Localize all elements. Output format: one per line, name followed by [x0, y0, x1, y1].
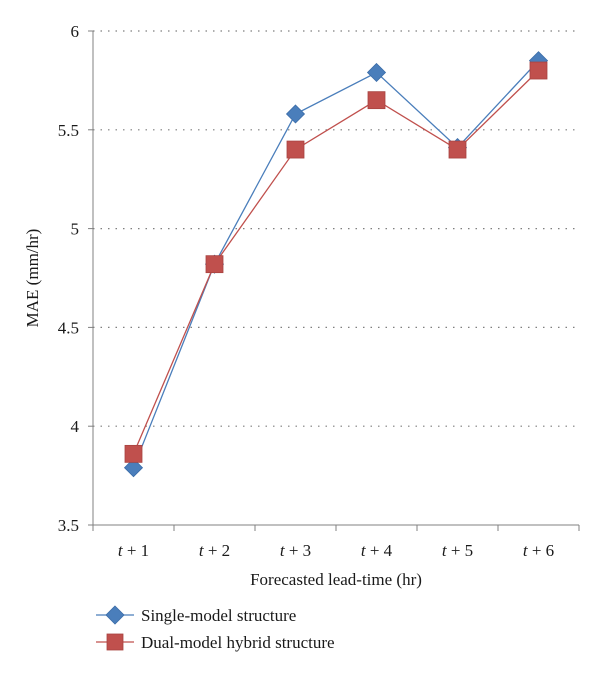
- data-point-diamond: [285, 104, 306, 124]
- data-point-square: [286, 140, 305, 159]
- square-marker-icon: [106, 633, 124, 651]
- series-dual-model: [124, 61, 548, 463]
- legend-item-single: Single-model structure: [96, 605, 296, 625]
- data-point-square: [205, 255, 224, 274]
- data-point-square: [124, 444, 143, 463]
- data-point-diamond: [123, 458, 144, 478]
- diamond-marker-icon: [105, 605, 125, 625]
- series: [123, 51, 549, 478]
- y-tick-label: 4: [71, 417, 80, 436]
- series-line: [132, 60, 539, 468]
- x-axis-label: Forecasted lead-time (hr): [250, 570, 422, 589]
- y-tick-labels: 3.5 4 4.5 5 5.5 6: [58, 22, 80, 535]
- series-single-model: [123, 51, 549, 478]
- y-tick-label: 5: [71, 220, 80, 239]
- legend-item-dual: Dual-model hybrid structure: [96, 633, 335, 652]
- x-tick-label: t + 4: [361, 541, 393, 560]
- legend-label-single: Single-model structure: [141, 606, 296, 625]
- legend-label-dual: Dual-model hybrid structure: [141, 633, 335, 652]
- x-tick-label: t + 2: [199, 541, 230, 560]
- data-point-square: [529, 61, 548, 80]
- data-point-square: [448, 140, 467, 159]
- gridlines: [93, 30, 579, 427]
- data-point-square: [367, 91, 386, 110]
- y-tick-label: 5.5: [58, 121, 79, 140]
- y-tick-label: 3.5: [58, 516, 79, 535]
- series-line: [132, 70, 539, 455]
- axes: [88, 30, 580, 531]
- x-tick-labels: t + 1 t + 2 t + 3 t + 4 t + 5 t + 6: [118, 541, 554, 560]
- x-tick-label: t + 5: [442, 541, 473, 560]
- x-tick-label: t + 6: [523, 541, 554, 560]
- data-point-diamond: [366, 62, 387, 83]
- x-tick-label: t + 3: [280, 541, 311, 560]
- y-tick-label: 6: [71, 22, 80, 41]
- x-tick-label: t + 1: [118, 541, 149, 560]
- legend: Single-model structure Dual-model hybrid…: [96, 605, 335, 652]
- y-tick-label: 4.5: [58, 318, 79, 337]
- y-axis-label: MAE (mm/hr): [23, 229, 42, 328]
